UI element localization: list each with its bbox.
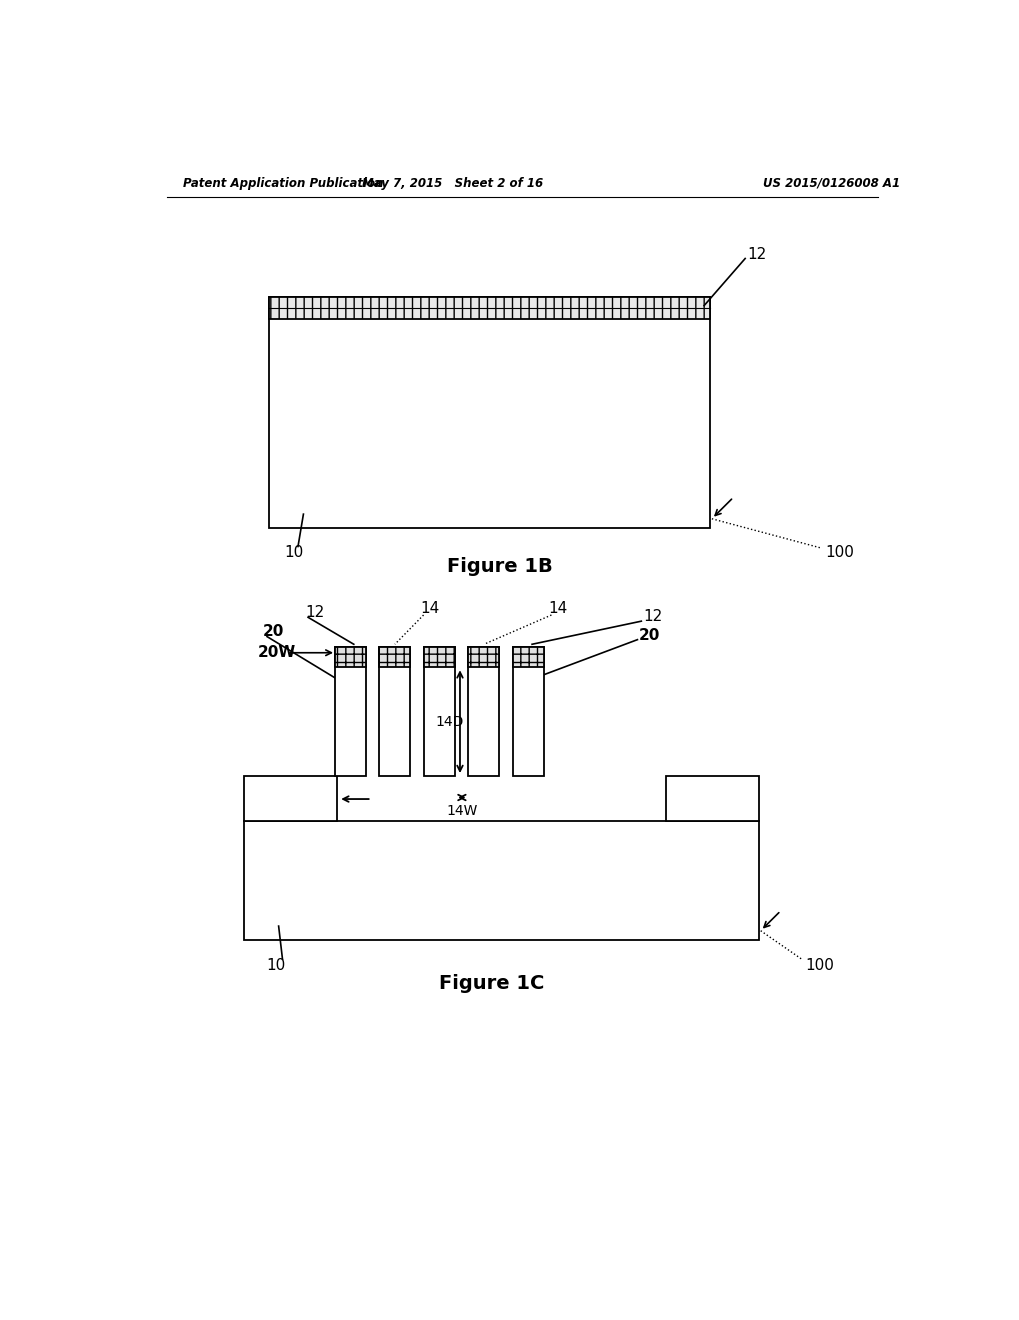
Bar <box>335 647 366 776</box>
Bar <box>379 647 410 668</box>
Bar <box>424 647 454 668</box>
Text: 100: 100 <box>805 958 834 973</box>
Text: 10: 10 <box>266 958 285 973</box>
Text: 10: 10 <box>284 545 304 560</box>
Text: 12: 12 <box>306 605 325 620</box>
Bar <box>513 647 544 776</box>
Text: 100: 100 <box>824 545 853 560</box>
Text: 20: 20 <box>263 624 284 639</box>
Text: 14: 14 <box>420 602 439 616</box>
Text: 14D: 14D <box>435 714 463 729</box>
Text: 14: 14 <box>547 602 567 616</box>
Bar <box>268 297 709 528</box>
Text: 12: 12 <box>747 247 766 263</box>
Bar <box>244 821 758 940</box>
Bar <box>244 776 336 821</box>
Text: 12: 12 <box>642 609 661 624</box>
Text: US 2015/0126008 A1: US 2015/0126008 A1 <box>762 177 899 190</box>
Bar <box>665 776 758 821</box>
Bar <box>468 647 499 776</box>
Bar <box>424 647 454 776</box>
Text: Figure 1C: Figure 1C <box>438 974 544 994</box>
Bar <box>468 647 499 668</box>
Text: May 7, 2015   Sheet 2 of 16: May 7, 2015 Sheet 2 of 16 <box>362 177 543 190</box>
Text: 20: 20 <box>638 628 659 643</box>
Bar <box>268 297 709 318</box>
Text: 20W: 20W <box>258 645 296 660</box>
Text: Patent Application Publication: Patent Application Publication <box>183 177 383 190</box>
Text: 14W: 14W <box>445 804 477 818</box>
Text: Figure 1B: Figure 1B <box>446 557 552 576</box>
Bar <box>335 647 366 668</box>
Bar <box>379 647 410 776</box>
Bar <box>513 647 544 668</box>
